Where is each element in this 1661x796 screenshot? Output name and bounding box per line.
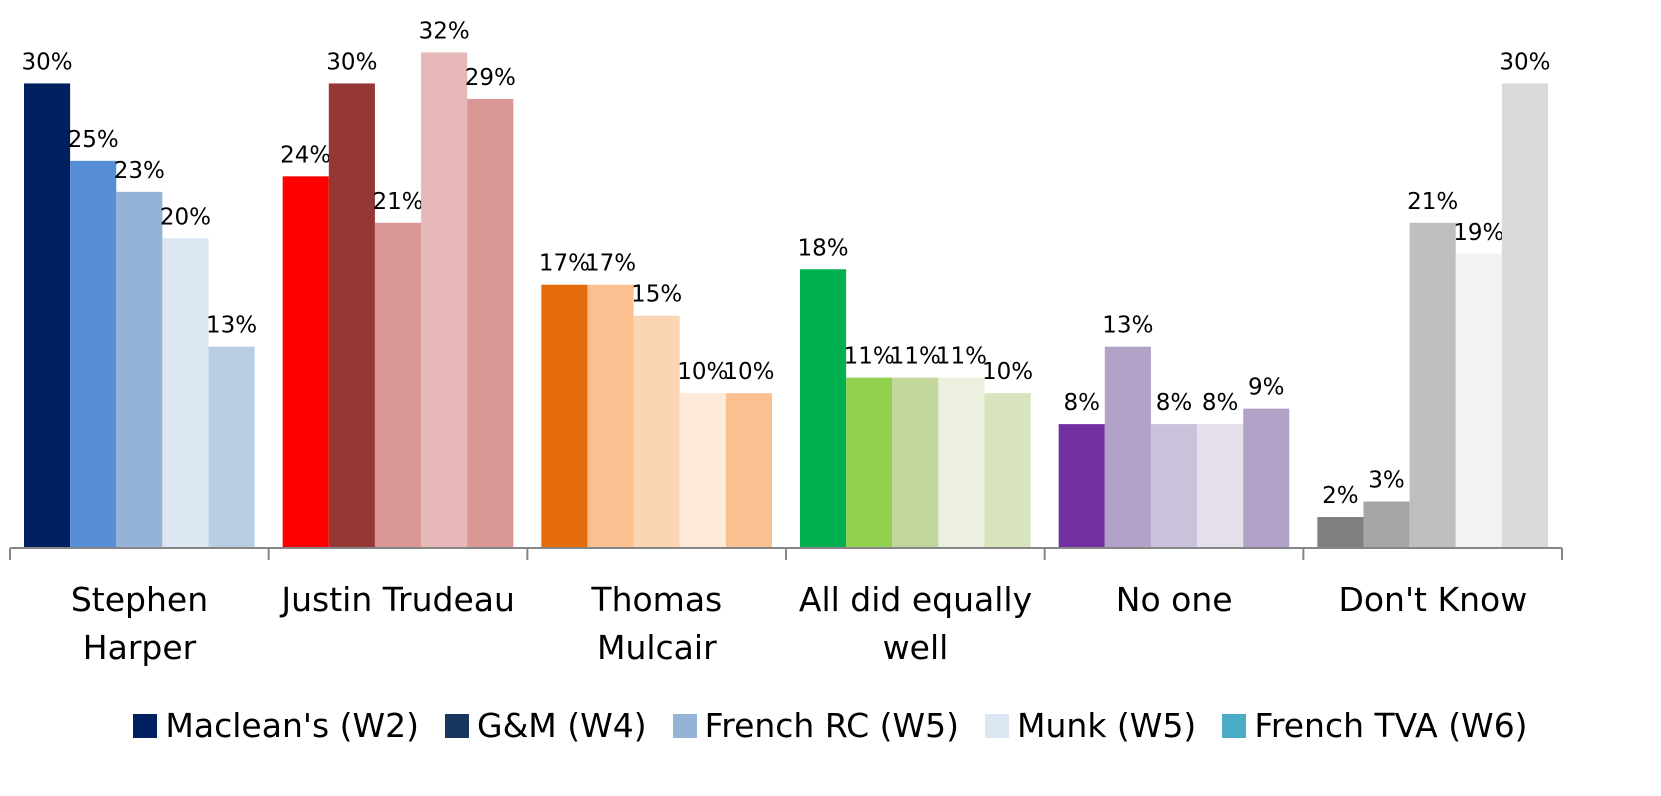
data-label: 32%	[419, 18, 470, 44]
data-label: 11%	[844, 344, 895, 370]
data-label: 10%	[677, 359, 728, 385]
data-label: 20%	[160, 204, 211, 230]
data-label: 23%	[114, 158, 165, 184]
bar	[541, 284, 588, 548]
x-tick-label: Don't Know	[1338, 580, 1528, 619]
plot: 30% 24% 17% 18% 8% 2% 25% 30% 17% 11% 13% 3% 23% 21% 1…	[9, 18, 1563, 560]
bar	[1363, 501, 1410, 548]
bar	[328, 83, 375, 548]
data-label: 10%	[982, 359, 1033, 385]
data-label: 13%	[1102, 313, 1153, 339]
bar	[70, 160, 117, 548]
data-label: 8%	[1063, 390, 1100, 416]
data-label: 8%	[1156, 390, 1193, 416]
x-tick-label: No one	[1115, 580, 1233, 619]
data-label: 2%	[1322, 483, 1359, 509]
bar	[1104, 346, 1151, 548]
legend: Maclean's (W2) G&M (W4) French RC (W5) Munk…	[0, 706, 1661, 745]
bar	[467, 98, 514, 549]
data-label: 8%	[1202, 390, 1239, 416]
bar	[633, 315, 680, 548]
bar	[1501, 83, 1548, 548]
data-label: 24%	[280, 142, 331, 168]
bar	[725, 393, 772, 548]
legend-item: French TVA (W6)	[1222, 706, 1528, 745]
bar	[162, 238, 209, 549]
data-label: 21%	[1407, 189, 1458, 215]
bar	[1317, 517, 1364, 548]
bar	[938, 377, 985, 548]
data-label: 9%	[1248, 375, 1285, 401]
bar	[24, 83, 71, 548]
bar	[892, 377, 939, 548]
legend-item: French RC (W5)	[672, 706, 960, 745]
data-label: 30%	[326, 49, 377, 75]
bar	[1455, 253, 1502, 548]
data-label: 11%	[890, 344, 941, 370]
bar	[846, 377, 893, 548]
data-label: 25%	[68, 127, 119, 153]
bar	[1197, 424, 1244, 548]
data-label: 17%	[585, 251, 636, 277]
data-label: 17%	[539, 251, 590, 277]
data-label: 3%	[1368, 468, 1405, 494]
bar	[1150, 424, 1198, 548]
legend-item: G&M (W4)	[445, 706, 647, 745]
bar	[116, 191, 163, 549]
bar	[374, 222, 422, 549]
data-label: 11%	[936, 344, 987, 370]
x-tick-label: Thomas Mulcair	[591, 580, 723, 667]
bar	[1243, 408, 1290, 548]
legend-swatch	[985, 713, 1010, 738]
legend-item: Maclean's (W2)	[133, 706, 419, 745]
bar	[282, 176, 329, 549]
bar	[800, 269, 847, 548]
legend-swatch	[672, 713, 697, 738]
bar	[1409, 222, 1456, 549]
x-tick-label: Justin Trudeau	[281, 580, 515, 619]
bar	[587, 284, 634, 548]
legend-swatch	[445, 713, 469, 738]
data-label: 15%	[631, 282, 682, 308]
data-label: 10%	[723, 359, 774, 385]
x-tick-label: All did equally well	[798, 580, 1033, 667]
legend-swatch	[1222, 713, 1247, 738]
x-tick-label: Stephen Harper	[70, 580, 209, 667]
legend-label: French RC (W5)	[704, 706, 960, 745]
data-label: 13%	[206, 313, 257, 339]
bar	[208, 346, 255, 548]
legend-swatch	[133, 713, 158, 738]
data-label: 19%	[1453, 220, 1504, 246]
data-label: 30%	[1499, 49, 1550, 75]
data-label: 30%	[22, 49, 73, 75]
data-label: 18%	[798, 235, 849, 261]
legend-label: French TVA (W6)	[1254, 706, 1528, 745]
data-label: 21%	[372, 189, 423, 215]
legend-label: Maclean's (W2)	[165, 706, 419, 745]
legend-item: Munk (W5)	[985, 706, 1196, 745]
bar	[1058, 424, 1105, 548]
bar	[984, 393, 1031, 548]
legend-label: G&M (W4)	[477, 706, 647, 745]
legend-label: Munk (W5)	[1017, 706, 1197, 745]
bar	[679, 393, 726, 548]
data-label: 29%	[465, 65, 516, 91]
bar	[421, 52, 468, 548]
